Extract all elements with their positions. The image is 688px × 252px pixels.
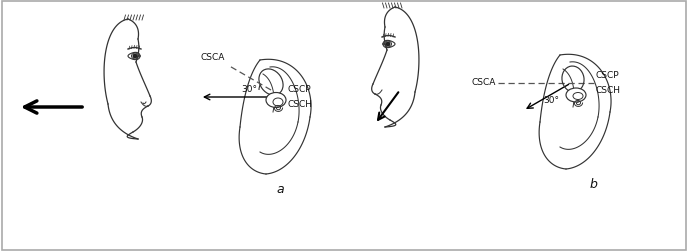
Text: b: b (589, 177, 597, 190)
Text: CSCP: CSCP (288, 85, 312, 94)
Text: CSCH: CSCH (596, 86, 621, 94)
Text: CSCA: CSCA (200, 53, 225, 62)
Ellipse shape (566, 89, 586, 103)
Text: a: a (276, 182, 284, 195)
Ellipse shape (273, 99, 283, 107)
Text: 30°: 30° (241, 84, 257, 93)
Ellipse shape (266, 93, 286, 108)
Text: 30°: 30° (543, 96, 559, 105)
Ellipse shape (573, 93, 583, 100)
Ellipse shape (133, 54, 138, 59)
Text: CSCH: CSCH (288, 100, 313, 109)
Ellipse shape (385, 42, 391, 47)
Text: CSCA: CSCA (472, 77, 496, 86)
Text: CSCP: CSCP (596, 71, 620, 80)
